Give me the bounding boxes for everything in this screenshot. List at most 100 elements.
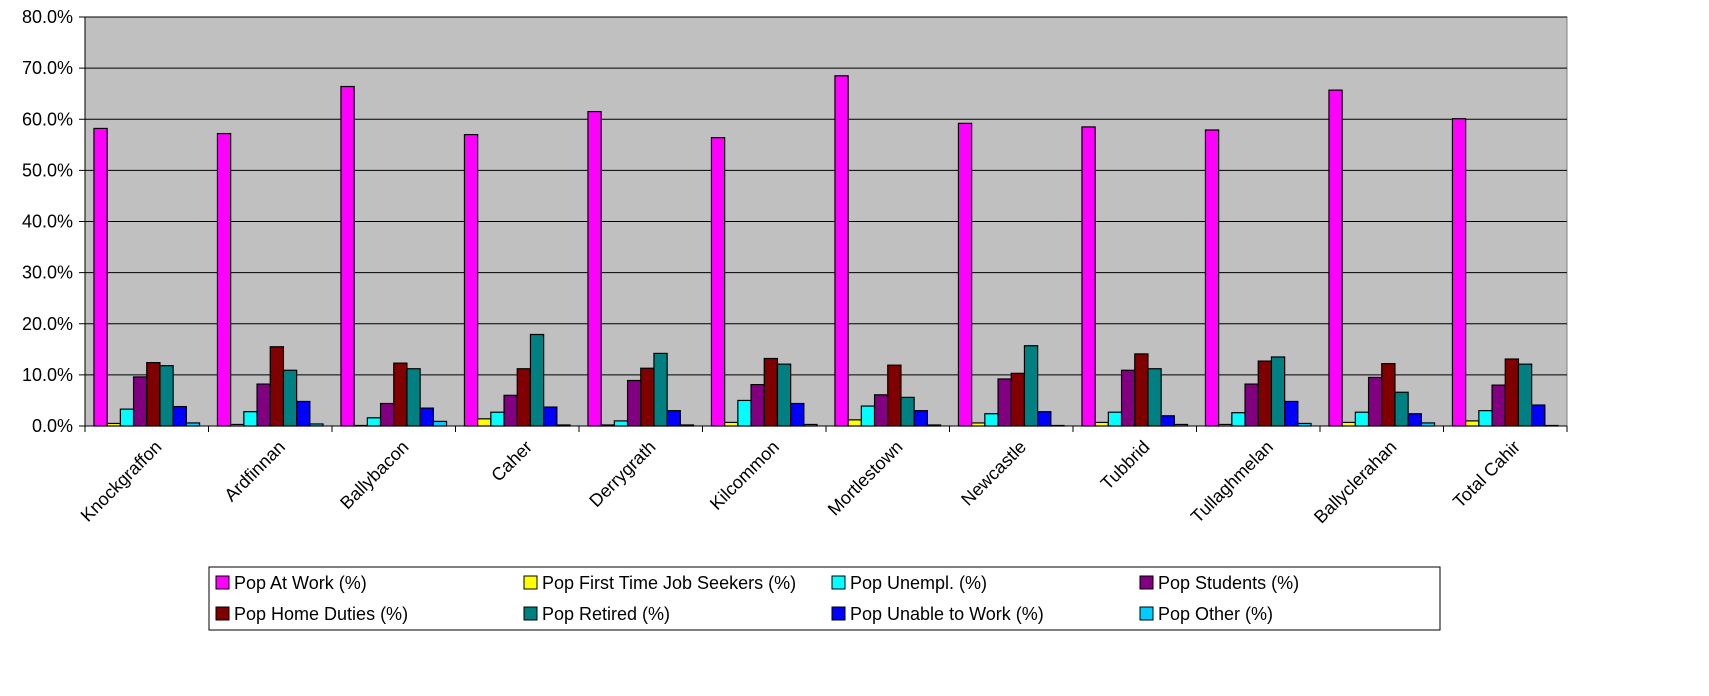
- legend-swatch: [523, 575, 538, 590]
- x-tick-label: Knockgraffon: [77, 437, 166, 526]
- bar: [296, 400, 311, 427]
- bar: [1107, 411, 1123, 427]
- bar: [1328, 89, 1343, 427]
- bar: [900, 396, 915, 427]
- legend-label: Pop Home Duties (%): [234, 604, 408, 624]
- bar: [1491, 384, 1506, 427]
- bar: [1531, 404, 1546, 427]
- bar: [1120, 369, 1136, 427]
- bar: [1367, 376, 1383, 427]
- y-tick-label: 0.0%: [32, 416, 73, 436]
- x-tick-label: Caher: [487, 437, 536, 486]
- bar: [984, 413, 999, 427]
- bar: [724, 421, 739, 427]
- bar: [957, 122, 973, 427]
- y-tick-label: 50.0%: [22, 160, 73, 180]
- bar: [477, 418, 492, 427]
- bar: [529, 333, 545, 427]
- bar: [432, 420, 448, 427]
- bar: [1134, 353, 1149, 427]
- bar: [1270, 356, 1286, 427]
- legend-label: Pop Students (%): [1158, 573, 1299, 593]
- bar: [159, 365, 174, 427]
- bar: [516, 368, 532, 427]
- x-tick-label: Tullaghmelan: [1187, 437, 1277, 527]
- bar: [119, 408, 135, 427]
- bar: [1147, 368, 1162, 427]
- bar: [419, 407, 434, 427]
- bar: [1517, 363, 1533, 427]
- legend-label: Pop Retired (%): [542, 604, 670, 624]
- bar: [406, 368, 421, 427]
- legend-label: Pop At Work (%): [234, 573, 367, 593]
- bar: [490, 411, 505, 427]
- bar: [1094, 421, 1109, 427]
- legend-box: [208, 566, 1441, 631]
- bar: [1478, 410, 1493, 427]
- bar: [626, 379, 642, 427]
- bar: [132, 376, 148, 427]
- plot-area: [84, 16, 1568, 427]
- bar: [463, 133, 479, 427]
- bar: [776, 363, 792, 427]
- bar: [1465, 420, 1480, 427]
- x-tick-label: Ballyclerahan: [1310, 437, 1401, 528]
- y-tick-label: 40.0%: [22, 212, 73, 232]
- legend-swatch: [215, 606, 230, 621]
- bar: [503, 394, 518, 427]
- bar: [653, 352, 668, 427]
- bar: [256, 383, 271, 427]
- x-tick-label: Tubbrid: [1097, 437, 1154, 494]
- legend-swatch: [1139, 575, 1154, 590]
- bar: [1354, 411, 1370, 427]
- bar: [172, 405, 187, 427]
- bar: [666, 410, 681, 427]
- bar: [1037, 411, 1052, 427]
- bar: [887, 364, 902, 427]
- bar: [640, 367, 655, 427]
- bar: [710, 137, 726, 427]
- bar: [1231, 412, 1246, 427]
- bar: [216, 132, 232, 427]
- legend-swatch: [1139, 606, 1154, 621]
- bar: [613, 420, 629, 427]
- bar: [269, 346, 285, 427]
- legend-label: Pop Other (%): [1158, 604, 1273, 624]
- bar: [750, 383, 765, 427]
- x-tick-label: Derrygrath: [585, 437, 659, 511]
- bar: [243, 411, 258, 427]
- bar: [737, 399, 752, 427]
- bar: [763, 357, 779, 427]
- legend-swatch: [831, 575, 846, 590]
- bar: [873, 394, 889, 427]
- y-tick-label: 10.0%: [22, 365, 73, 385]
- bar: [393, 362, 408, 427]
- bar: [587, 110, 602, 427]
- bar: [1023, 345, 1039, 427]
- bar: [1407, 413, 1422, 427]
- bar: [860, 405, 876, 427]
- x-tick-label: Ballybacon: [336, 437, 412, 513]
- bar: [997, 378, 1012, 427]
- bar: [340, 85, 355, 427]
- y-tick-label: 70.0%: [22, 58, 73, 78]
- bar: [1244, 383, 1259, 427]
- x-tick-label: Newcastle: [957, 437, 1030, 510]
- bar: [1284, 400, 1299, 427]
- legend-label: Pop Unempl. (%): [850, 573, 987, 593]
- bar: [1160, 415, 1175, 427]
- legend-swatch: [523, 606, 538, 621]
- y-tick-label: 60.0%: [22, 109, 73, 129]
- bar: [146, 362, 161, 427]
- bar: [1204, 129, 1220, 427]
- bar: [834, 75, 849, 427]
- bar: [1341, 421, 1356, 427]
- x-tick-label: Ardfinnan: [220, 437, 289, 506]
- x-tick-label: Mortlestown: [824, 437, 907, 520]
- x-tick-label: Total Cahir: [1449, 437, 1524, 512]
- y-tick-label: 20.0%: [22, 314, 73, 334]
- legend-swatch: [215, 575, 230, 590]
- y-tick-label: 30.0%: [22, 263, 73, 283]
